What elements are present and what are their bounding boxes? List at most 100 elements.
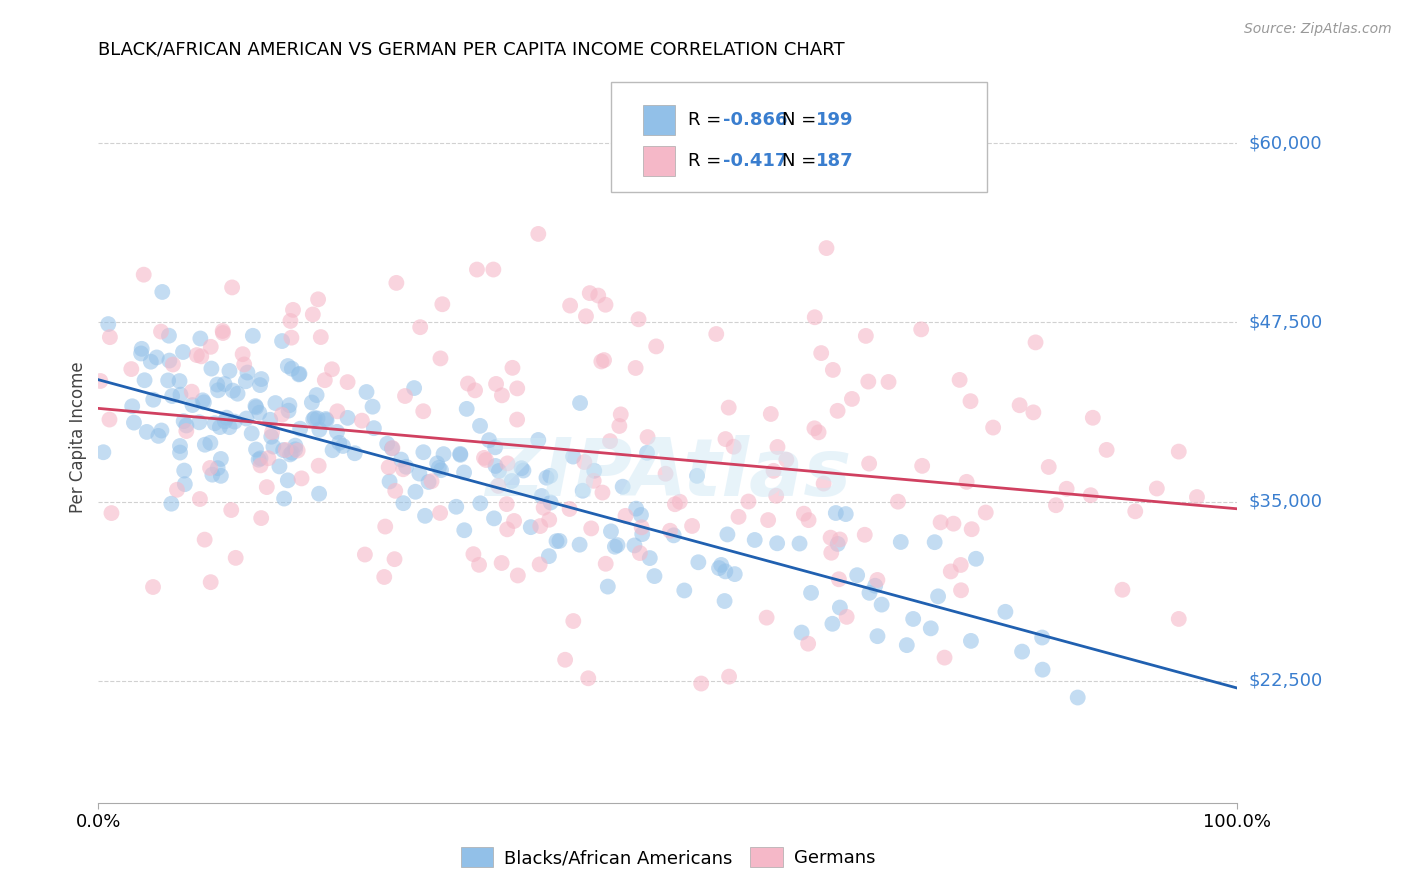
Point: [288, 368, 311, 382]
Point: [350, 414, 373, 428]
Point: [538, 513, 561, 527]
Point: [578, 286, 600, 301]
Text: R =: R =: [689, 152, 727, 170]
Point: [496, 522, 519, 536]
Point: [412, 445, 434, 459]
Point: [538, 468, 561, 483]
Point: [456, 401, 478, 416]
Point: [201, 467, 224, 482]
Point: [420, 474, 443, 488]
Point: [789, 536, 811, 550]
Point: [939, 565, 962, 579]
Point: [453, 523, 475, 537]
Point: [212, 326, 235, 340]
Point: [562, 450, 585, 464]
Point: [488, 464, 510, 478]
Point: [145, 351, 167, 365]
Text: $22,500: $22,500: [1249, 672, 1323, 690]
Point: [659, 524, 682, 538]
Point: [322, 443, 344, 458]
Point: [870, 598, 893, 612]
Point: [191, 393, 214, 408]
Point: [384, 483, 406, 498]
Point: [662, 528, 685, 542]
Point: [93, 445, 115, 459]
Point: [762, 464, 785, 478]
Point: [537, 549, 560, 563]
Point: [863, 579, 886, 593]
Point: [981, 420, 1004, 434]
Point: [949, 558, 972, 572]
Point: [284, 442, 307, 457]
Point: [218, 420, 240, 434]
Point: [724, 567, 747, 582]
Point: [204, 416, 226, 430]
Point: [377, 460, 399, 475]
Point: [797, 513, 820, 527]
Point: [169, 387, 191, 401]
Point: [207, 384, 229, 398]
Point: [186, 348, 208, 362]
Point: [927, 590, 949, 604]
Point: [496, 456, 519, 470]
Point: [356, 384, 378, 399]
Point: [139, 354, 162, 368]
Point: [1045, 498, 1067, 512]
Point: [432, 447, 454, 461]
Text: -0.417: -0.417: [723, 152, 787, 170]
Point: [503, 514, 526, 528]
Point: [215, 410, 238, 425]
Point: [827, 404, 849, 418]
Point: [482, 511, 505, 525]
Point: [568, 538, 591, 552]
Point: [336, 410, 359, 425]
Point: [828, 600, 851, 615]
Point: [877, 375, 900, 389]
Point: [200, 340, 222, 354]
Point: [169, 439, 191, 453]
Point: [562, 614, 585, 628]
Point: [172, 345, 194, 359]
Point: [173, 414, 195, 428]
Point: [426, 456, 449, 470]
Point: [614, 508, 637, 523]
Point: [465, 262, 488, 277]
Point: [576, 671, 599, 685]
Point: [271, 443, 294, 458]
Point: [269, 459, 291, 474]
Point: [208, 420, 231, 434]
Point: [574, 455, 596, 469]
Point: [188, 331, 211, 345]
Point: [242, 328, 264, 343]
Point: [920, 621, 942, 635]
Point: [664, 497, 686, 511]
Point: [1123, 504, 1146, 518]
Point: [453, 466, 475, 480]
Point: [169, 445, 191, 459]
Point: [288, 367, 311, 381]
Point: [427, 460, 450, 475]
Point: [392, 496, 415, 510]
Point: [609, 419, 631, 434]
Point: [432, 297, 454, 311]
Point: [960, 633, 983, 648]
Point: [188, 415, 211, 429]
Point: [673, 583, 696, 598]
Point: [472, 450, 495, 465]
Point: [714, 432, 737, 446]
Point: [533, 500, 555, 515]
Point: [820, 531, 842, 545]
Point: [280, 314, 302, 328]
Point: [910, 322, 932, 336]
FancyBboxPatch shape: [643, 145, 675, 177]
Point: [449, 448, 471, 462]
Point: [385, 276, 408, 290]
Point: [464, 384, 486, 398]
Point: [1008, 398, 1031, 412]
Point: [245, 399, 267, 413]
Point: [506, 412, 529, 426]
Point: [176, 424, 198, 438]
Point: [157, 328, 180, 343]
Point: [765, 489, 787, 503]
Point: [308, 486, 330, 500]
